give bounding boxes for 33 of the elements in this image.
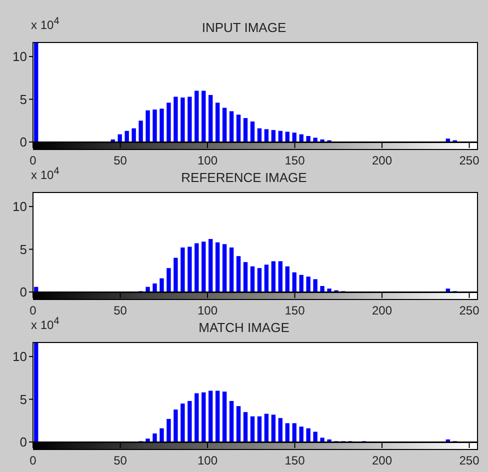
x-tick-label: 250 <box>459 454 480 468</box>
y-tick-label: 0 <box>20 434 27 450</box>
chart-title: INPUT IMAGE <box>202 20 286 35</box>
x-tick-label: 200 <box>372 154 392 168</box>
x-tick-label: 200 <box>372 304 392 318</box>
x-tick-label: 50 <box>114 154 128 168</box>
x-tick-label: 0 <box>30 154 37 168</box>
x-tick-label: 0 <box>30 454 37 468</box>
y-tick-label: 5 <box>20 392 27 407</box>
text: x 10$^{4}$ <box>31 16 60 32</box>
text: x 10$^{4}$ <box>31 316 60 332</box>
x-tick-label: 250 <box>459 154 480 168</box>
y-tick-label: 10 <box>12 349 27 364</box>
x-tick-label: 150 <box>284 454 306 468</box>
y-tick-label: 0 <box>20 134 27 150</box>
x-tick-label: 100 <box>197 304 218 318</box>
y-tick-label: 10 <box>12 49 27 64</box>
x-tick-label: 100 <box>197 154 218 168</box>
y-tick-label: 0 <box>20 284 27 300</box>
text: x 10$^{4}$ <box>31 166 60 182</box>
x-tick-label: 50 <box>114 304 128 318</box>
x-tick-label: 150 <box>284 154 306 168</box>
chart-title: REFERENCE IMAGE <box>181 170 307 185</box>
x-tick-label: 250 <box>459 304 480 318</box>
y-tick-label: 10 <box>12 199 27 214</box>
y-tick-label: 5 <box>20 242 27 257</box>
x-tick-label: 200 <box>372 454 392 468</box>
y-tick-label: 5 <box>20 92 27 107</box>
x-tick-label: 50 <box>114 454 128 468</box>
x-tick-label: 150 <box>284 304 306 318</box>
chart-title: MATCH IMAGE <box>198 320 290 335</box>
x-tick-label: 100 <box>197 454 218 468</box>
x-tick-label: 0 <box>30 304 37 318</box>
